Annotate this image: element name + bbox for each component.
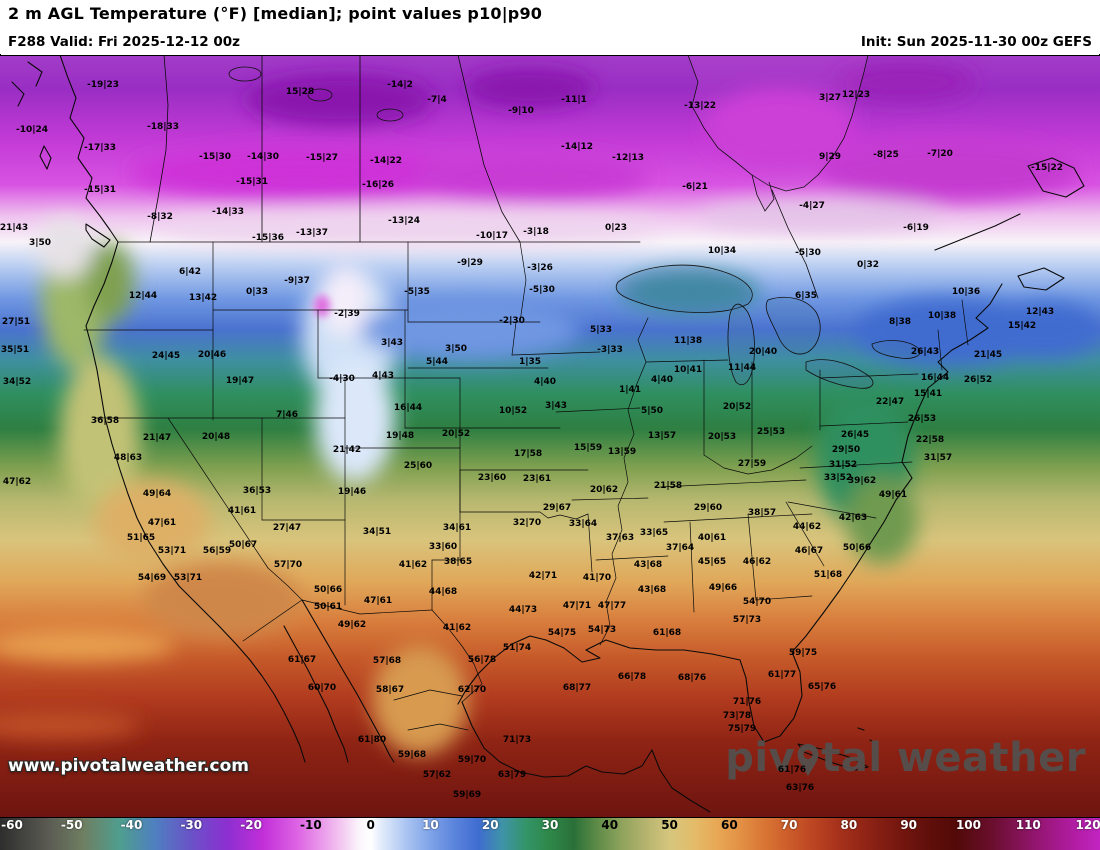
colorbar-tick-label: -20	[240, 818, 262, 832]
colorbar-tick-label: 10	[422, 818, 439, 832]
brand-text-left: piv	[725, 735, 796, 781]
colorbar-tick-label: 70	[780, 818, 798, 832]
colorbar: -60 -50 -40 -30 -20 -10 0 10 20 30 40 50 60 70 80 90 100…	[0, 818, 1100, 850]
basemap	[0, 55, 1100, 818]
colorbar-tick-label: 110	[1015, 818, 1041, 832]
temperature-fill-layer	[0, 55, 1100, 818]
colorbar-tick-label: -50	[60, 818, 83, 832]
borders-layer	[11, 55, 1085, 813]
model-init-label: Init: Sun 2025-11-30 00z GEFS	[860, 33, 1092, 50]
colorbar-tick-label: 30	[541, 818, 559, 832]
map-title: 2 m AGL Temperature (°F) [median]; point…	[8, 4, 543, 23]
colorbar-tick-label: 20	[481, 818, 499, 832]
map-pin-icon	[797, 744, 819, 776]
colorbar-tick-label: -10	[300, 818, 322, 832]
colorbar-tick-label: 90	[900, 818, 918, 832]
colorbar-tick-label: 0	[366, 818, 375, 832]
subtitle-bar: F288 Valid: Fri 2025-12-12 00z Init: Sun…	[0, 29, 1100, 54]
map-top-border	[0, 55, 1100, 56]
colorbar-tick-label: 80	[840, 818, 858, 832]
map-area: www.pivotalweather.com piv tal weather	[0, 55, 1100, 818]
colorbar-tick-label: 50	[661, 818, 678, 832]
colorbar-tick-label: -30	[180, 818, 203, 832]
colorbar-tick-label: 120	[1075, 818, 1100, 832]
website-watermark[interactable]: www.pivotalweather.com	[8, 756, 250, 776]
colorbar-tick-label: 100	[955, 818, 981, 832]
brand-watermark: piv tal weather	[725, 738, 1086, 778]
map-bottom-border	[0, 817, 1100, 818]
colorbar-tick-label: 60	[720, 818, 738, 832]
forecast-valid-label: F288 Valid: Fri 2025-12-12 00z	[8, 33, 240, 50]
colorbar-tick-label: -60	[1, 818, 23, 832]
brand-text-right: tal weather	[821, 735, 1086, 781]
title-bar: 2 m AGL Temperature (°F) [median]; point…	[0, 0, 1100, 30]
water-bodies	[228, 55, 921, 389]
colorbar-tick-label: 40	[601, 818, 619, 832]
colorbar-tick-label: -40	[120, 818, 143, 832]
